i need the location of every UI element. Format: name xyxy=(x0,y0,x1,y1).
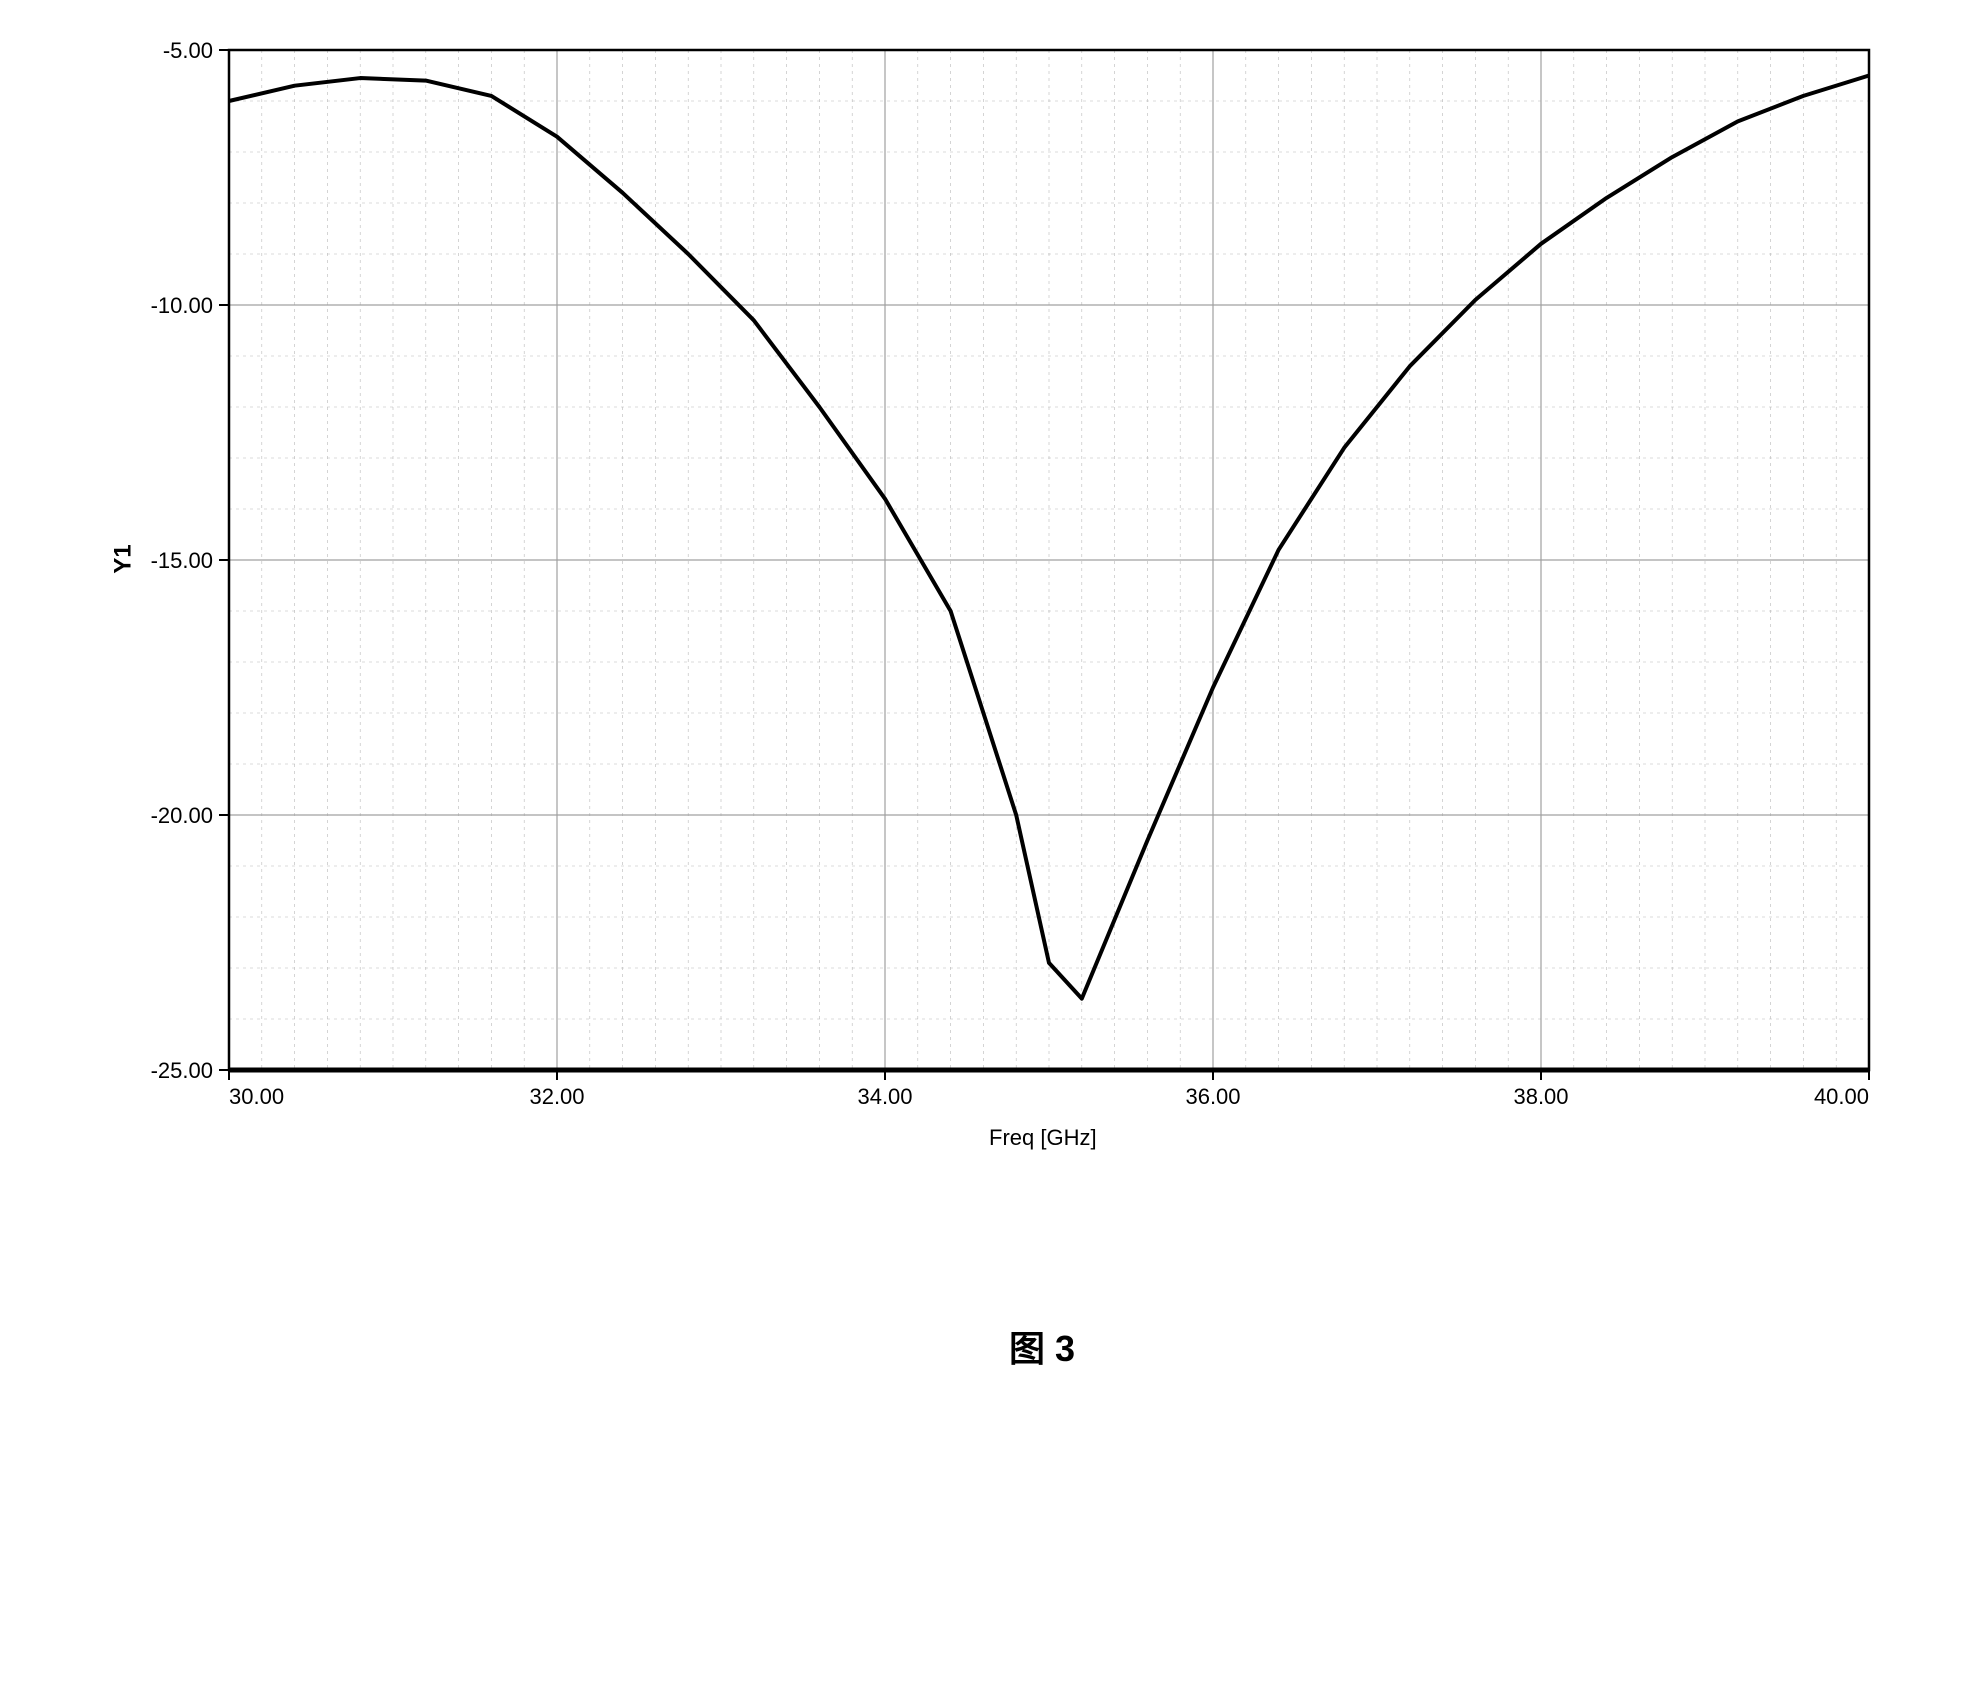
y-tick-label: -25.00 xyxy=(151,1058,213,1083)
x-tick-label: 34.00 xyxy=(857,1084,912,1109)
x-tick-label: 38.00 xyxy=(1513,1084,1568,1109)
y-tick-label: -15.00 xyxy=(151,548,213,573)
x-tick-label: 32.00 xyxy=(529,1084,584,1109)
x-tick-label: 30.00 xyxy=(229,1084,284,1109)
y-axis-label: Y1 xyxy=(110,544,138,573)
y-tick-label: -20.00 xyxy=(151,803,213,828)
y-tick-label: -10.00 xyxy=(151,293,213,318)
x-axis-label: Freq [GHz] xyxy=(989,1125,1097,1151)
y-tick-label: -5.00 xyxy=(163,40,213,63)
chart-container: 30.00 32.00 34.00 36.00 38.00 40.00 -25.00 -20.… xyxy=(89,40,1889,1340)
x-tick-label: 40.00 xyxy=(1814,1084,1869,1109)
figure-caption: 图 3 xyxy=(1009,1320,1075,1372)
x-tick-label: 36.00 xyxy=(1185,1084,1240,1109)
